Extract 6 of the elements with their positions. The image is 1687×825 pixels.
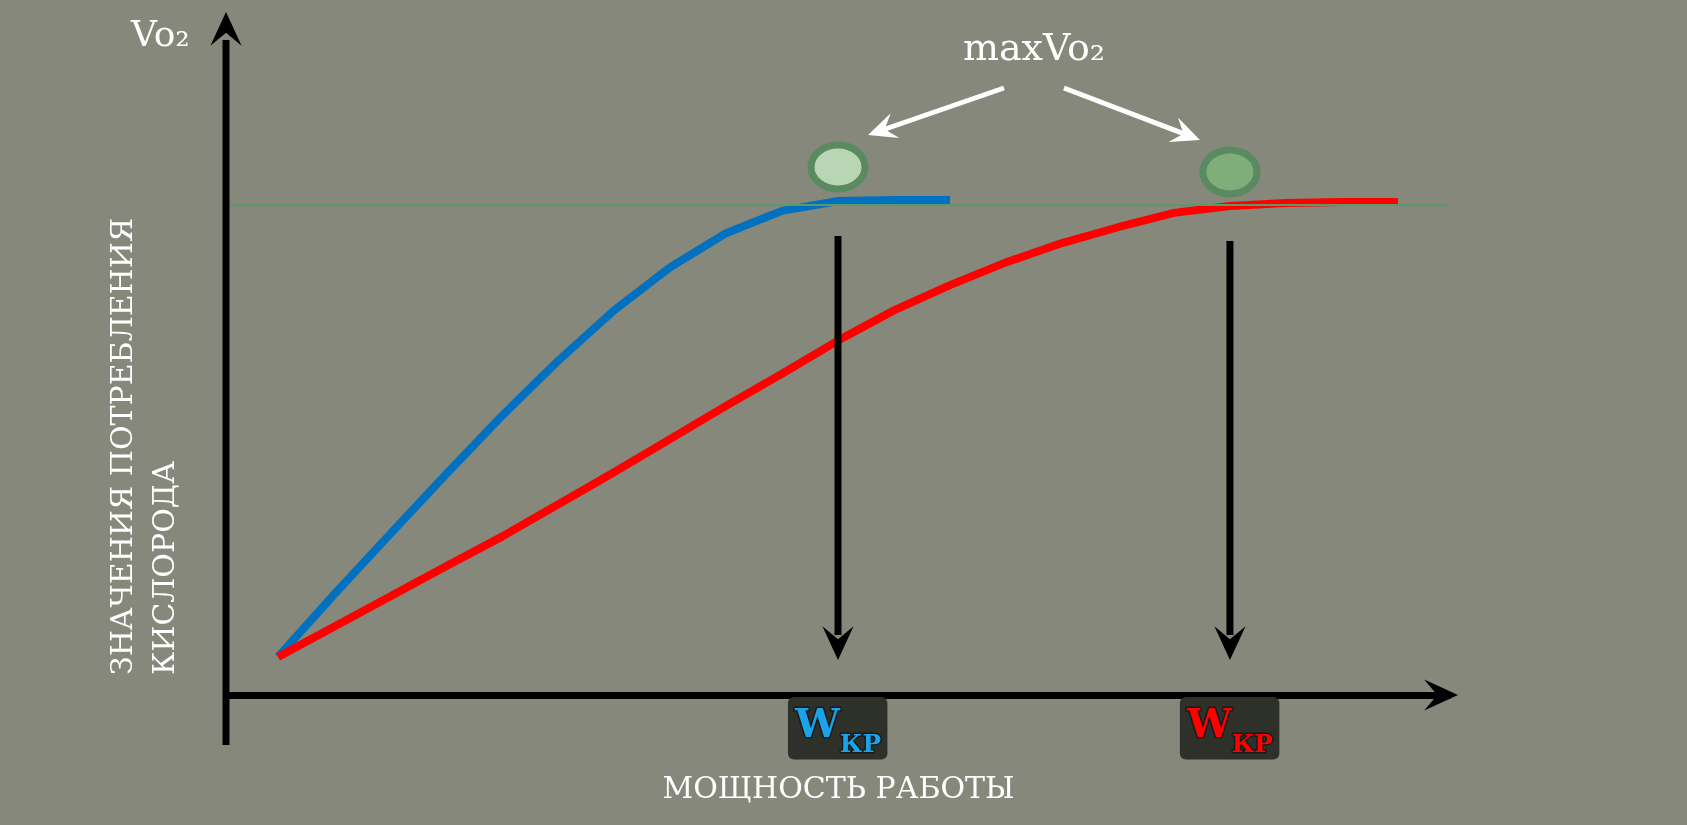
text: maxVo₂ <box>962 25 1106 69</box>
text: W$_{КР}$ <box>1185 699 1274 758</box>
text: Vo₂ <box>130 13 190 54</box>
text: W$_{КР}$ <box>793 699 882 758</box>
x-axis-title: МОЩНОСТЬ РАБОТЫ <box>662 769 1015 805</box>
y-axis-title: ЗНАЧЕНИЯ ПОТРЕБЛЕНИЯ КИСЛОРОДА <box>104 217 181 675</box>
